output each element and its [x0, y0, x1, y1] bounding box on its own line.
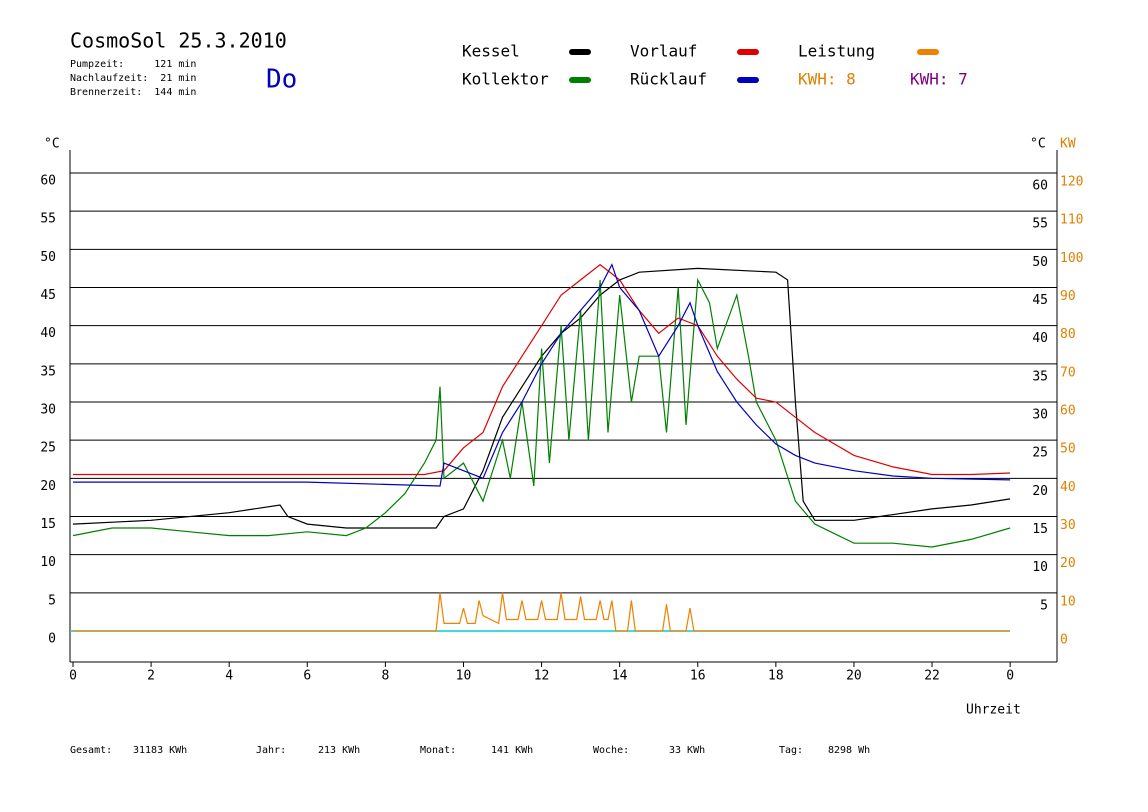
- y-unit: °C: [44, 137, 60, 152]
- footer-label: Jahr:: [256, 745, 286, 756]
- y-tick-label-right: 45: [1032, 293, 1048, 308]
- x-tick-label: 12: [534, 669, 550, 684]
- info: Nachlaufzeit: 21 min: [70, 73, 196, 84]
- y-tick-label: 50: [40, 250, 56, 265]
- footer-label: Woche:: [593, 745, 629, 756]
- y-tick-label-right: 10: [1032, 560, 1048, 575]
- footer-value: 31183 KWh: [133, 745, 187, 756]
- x-tick-label: 0: [69, 669, 77, 684]
- y-tick-label: 25: [40, 441, 56, 456]
- x-tick-label: 0: [1006, 669, 1014, 684]
- y2-tick-label: 20: [1060, 556, 1076, 571]
- y-tick-label-right: 30: [1032, 408, 1048, 423]
- y-tick-label: 60: [40, 174, 56, 189]
- series-line: [72, 277, 1011, 548]
- y2-tick-label: 100: [1060, 251, 1083, 266]
- y-tick-label: 45: [40, 288, 56, 303]
- series-line: [73, 263, 1011, 476]
- legend-label: Vorlauf: [630, 42, 697, 61]
- y2-tick-label: 30: [1060, 518, 1076, 533]
- footer-value: 33 KWh: [669, 745, 705, 756]
- info: Brennerzeit: 144 min: [70, 87, 196, 98]
- y-tick-label-right: 40: [1032, 331, 1048, 346]
- y2-tick-label: 90: [1060, 289, 1076, 304]
- y-tick-label: 55: [40, 212, 56, 227]
- y-tick-label-right: 60: [1032, 179, 1048, 194]
- y-tick-label-right: 5: [1040, 598, 1048, 613]
- y-tick-label: 5: [48, 593, 56, 608]
- footer-label: Monat:: [420, 745, 456, 756]
- y2-unit: KW: [1060, 137, 1076, 152]
- y-tick-label-right: 55: [1032, 217, 1048, 232]
- y2-tick-label: 60: [1060, 404, 1076, 419]
- y-tick-label: 0: [48, 632, 56, 647]
- series-line: [73, 592, 1011, 632]
- y-unit-right: °C: [1030, 137, 1046, 152]
- day: Do: [266, 65, 297, 95]
- y-tick-label: 30: [40, 403, 56, 418]
- chart-title: CosmoSol 25.3.2010: [70, 29, 287, 53]
- y2-tick-label: 70: [1060, 365, 1076, 380]
- y2-tick-label: 80: [1060, 327, 1076, 342]
- y-tick-label-right: 25: [1032, 446, 1048, 461]
- y-tick-label: 20: [40, 479, 56, 494]
- series-line: [73, 263, 1011, 487]
- footer-value: 141 KWh: [491, 745, 533, 756]
- legend-label: Leistung: [798, 42, 875, 61]
- footer-value: 213 KWh: [318, 745, 360, 756]
- y2-tick-label: 10: [1060, 594, 1076, 609]
- x-label: Uhrzeit: [966, 703, 1021, 718]
- y-tick-label: 35: [40, 364, 56, 379]
- y-tick-label-right: 15: [1032, 522, 1048, 537]
- x-tick-label: 8: [381, 669, 389, 684]
- footer-value: 8298 Wh: [828, 745, 870, 756]
- y-tick-label: 40: [40, 326, 56, 341]
- x-tick-label: 14: [612, 669, 628, 684]
- legend-label: Kessel: [462, 42, 520, 61]
- y2-tick-label: 120: [1060, 175, 1083, 190]
- series-line: [72, 267, 1011, 529]
- y-tick-label: 15: [40, 517, 56, 532]
- info: Pumpzeit: 121 min: [70, 59, 196, 70]
- footer-label: Gesamt:: [70, 745, 112, 756]
- legend-label: Kollektor: [462, 70, 549, 89]
- x-tick-label: 2: [147, 669, 155, 684]
- y-tick-label-right: 20: [1032, 484, 1048, 499]
- x-tick-label: 4: [225, 669, 233, 684]
- x-tick-label: 20: [846, 669, 862, 684]
- x-tick-label: 16: [690, 669, 706, 684]
- x-tick-label: 6: [303, 669, 311, 684]
- x-tick-label: 22: [924, 669, 940, 684]
- kwh-label: KWH: 7: [910, 70, 968, 89]
- footer-label: Tag:: [779, 745, 803, 756]
- y2-tick-label: 0: [1060, 633, 1068, 648]
- x-tick-label: 18: [768, 669, 784, 684]
- x-tick-label: 10: [456, 669, 472, 684]
- y2-tick-label: 50: [1060, 442, 1076, 457]
- y-tick-label-right: 35: [1032, 369, 1048, 384]
- kwh-label: KWH: 8: [798, 70, 856, 89]
- legend-label: Rücklauf: [630, 70, 707, 89]
- y-tick-label-right: 50: [1032, 255, 1048, 270]
- y-tick-label: 10: [40, 555, 56, 570]
- y2-tick-label: 110: [1060, 213, 1083, 228]
- y2-tick-label: 40: [1060, 480, 1076, 495]
